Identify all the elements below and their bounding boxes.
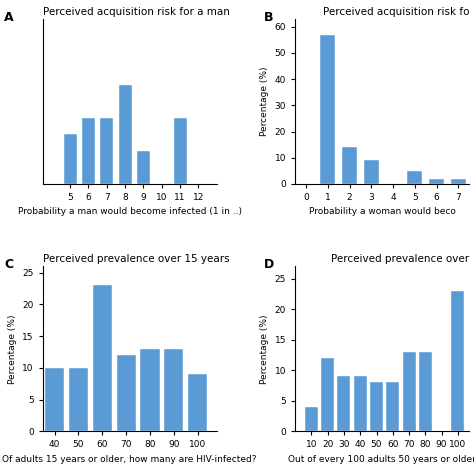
X-axis label: Probability a man would become infected (1 in ..): Probability a man would become infected … xyxy=(18,208,242,217)
Text: Perceived acquisition risk for a man: Perceived acquisition risk for a man xyxy=(43,7,229,17)
Bar xyxy=(164,349,183,431)
Text: C: C xyxy=(4,258,13,271)
Bar xyxy=(320,35,336,184)
Bar xyxy=(321,358,334,431)
Bar xyxy=(407,171,422,184)
Bar xyxy=(364,160,379,184)
Bar xyxy=(370,383,383,431)
Bar xyxy=(402,352,416,431)
X-axis label: Of adults 15 years or older, how many are HIV-infected?: Of adults 15 years or older, how many ar… xyxy=(2,455,257,464)
Bar xyxy=(429,179,444,184)
Bar xyxy=(140,349,160,431)
Text: Perceived prevalence over 15 years: Perceived prevalence over 15 years xyxy=(43,254,229,264)
Bar xyxy=(45,368,64,431)
X-axis label: Probability a woman would beco: Probability a woman would beco xyxy=(309,208,456,217)
Bar xyxy=(69,368,88,431)
Bar xyxy=(118,85,132,184)
Text: Perceived prevalence over: Perceived prevalence over xyxy=(331,254,469,264)
Bar xyxy=(337,376,350,431)
Bar xyxy=(64,135,77,184)
Y-axis label: Percentage (%): Percentage (%) xyxy=(260,314,269,383)
Bar xyxy=(354,376,367,431)
Bar xyxy=(451,179,466,184)
Text: A: A xyxy=(4,11,14,24)
Bar xyxy=(93,285,112,431)
Bar xyxy=(419,352,432,431)
Bar xyxy=(451,291,465,431)
Bar xyxy=(82,118,95,184)
Text: Perceived acquisition risk fo: Perceived acquisition risk fo xyxy=(323,7,469,17)
Bar xyxy=(173,118,187,184)
Y-axis label: Percentage (%): Percentage (%) xyxy=(260,67,269,136)
Bar xyxy=(137,151,150,184)
Y-axis label: Percentage (%): Percentage (%) xyxy=(8,314,17,383)
X-axis label: Out of every 100 adults 50 years or older: Out of every 100 adults 50 years or olde… xyxy=(288,455,474,464)
Bar xyxy=(188,374,207,431)
Bar xyxy=(342,147,357,184)
Bar xyxy=(386,383,399,431)
Bar xyxy=(305,407,318,431)
Text: D: D xyxy=(264,258,274,271)
Bar xyxy=(100,118,113,184)
Bar xyxy=(0,135,3,184)
Text: B: B xyxy=(264,11,273,24)
Bar xyxy=(117,355,136,431)
